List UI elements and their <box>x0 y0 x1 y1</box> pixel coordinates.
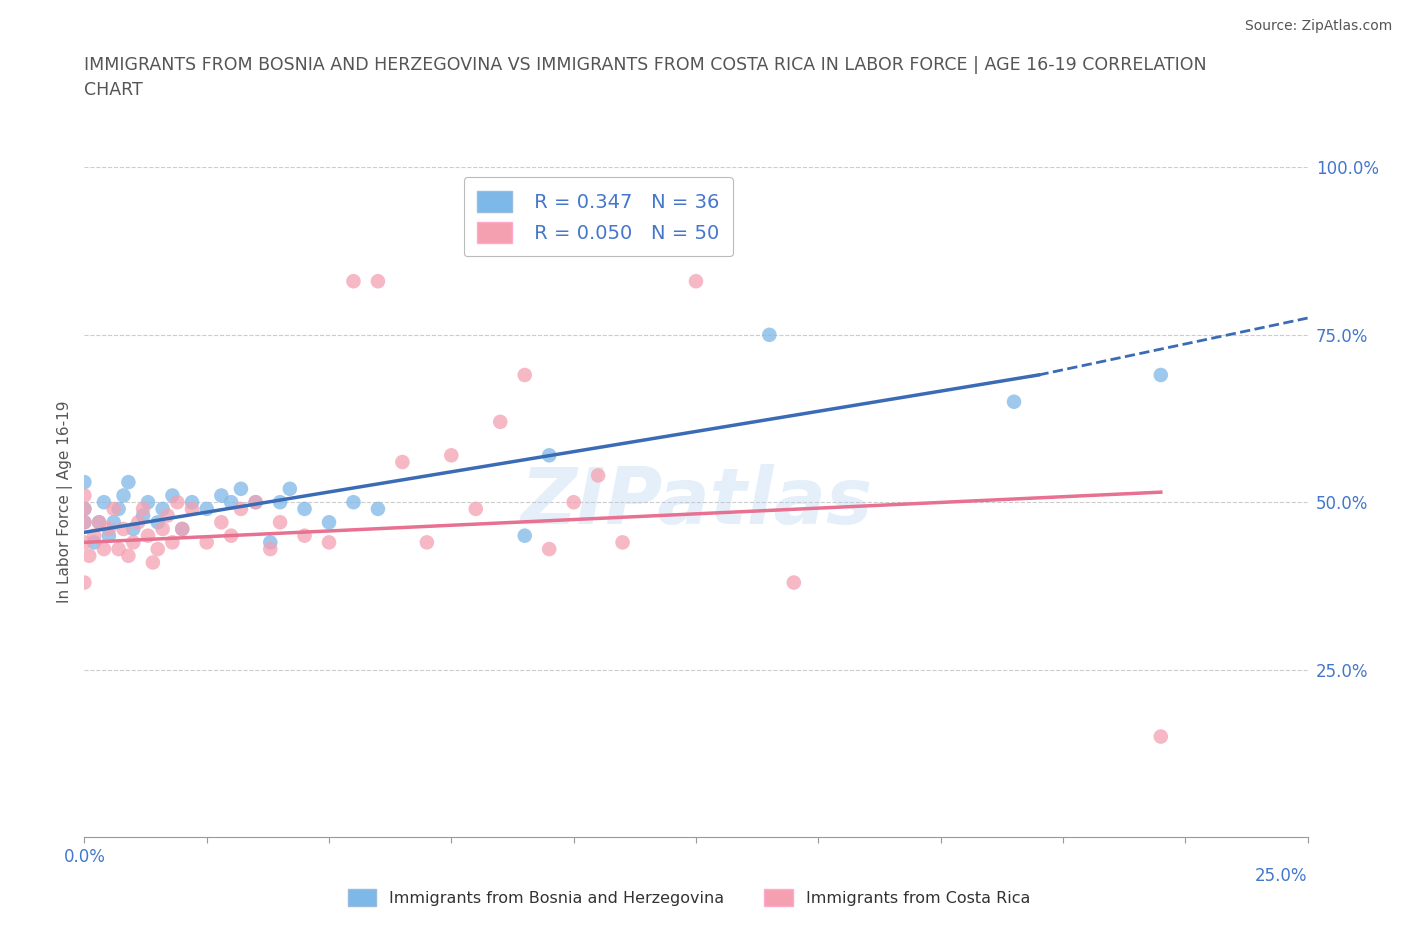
Point <box>152 522 174 537</box>
Legend:  R = 0.347   N = 36,  R = 0.050   N = 50: R = 0.347 N = 36, R = 0.050 N = 50 <box>464 177 733 257</box>
Y-axis label: In Labor Force | Age 16-19: In Labor Force | Age 16-19 <box>58 401 73 604</box>
Point <box>136 495 159 510</box>
Point <box>107 541 129 556</box>
Point <box>73 515 96 530</box>
Point <box>209 488 232 503</box>
Point <box>219 528 242 543</box>
Text: ZIPatlas: ZIPatlas <box>520 464 872 540</box>
Point <box>513 367 536 382</box>
Point <box>73 535 96 550</box>
Point <box>122 535 145 550</box>
Point <box>245 495 267 510</box>
Point <box>142 555 165 570</box>
Point <box>97 522 120 537</box>
Point <box>1002 394 1025 409</box>
Text: 25.0%: 25.0% <box>1256 867 1308 885</box>
Point <box>294 501 316 516</box>
Point <box>489 415 512 430</box>
Point <box>416 535 439 550</box>
Point <box>107 501 129 516</box>
Point <box>685 273 707 288</box>
Point <box>162 488 184 503</box>
Point <box>229 482 252 497</box>
Point <box>195 535 218 550</box>
Point <box>367 501 389 516</box>
Point <box>112 488 135 503</box>
Point <box>103 515 125 530</box>
Point <box>146 541 169 556</box>
Point <box>318 535 340 550</box>
Text: Source: ZipAtlas.com: Source: ZipAtlas.com <box>1244 19 1392 33</box>
Point <box>87 515 110 530</box>
Point <box>513 528 536 543</box>
Point <box>181 501 204 516</box>
Point <box>112 522 135 537</box>
Point <box>181 495 204 510</box>
Point <box>612 535 634 550</box>
Point <box>83 535 105 550</box>
Point <box>342 495 364 510</box>
Point <box>93 541 115 556</box>
Point <box>318 515 340 530</box>
Point <box>77 549 100 564</box>
Point <box>367 273 389 288</box>
Point <box>166 495 188 510</box>
Point <box>127 515 149 530</box>
Point <box>73 515 96 530</box>
Point <box>342 273 364 288</box>
Point <box>440 448 463 463</box>
Point <box>1150 729 1173 744</box>
Point <box>117 549 139 564</box>
Point <box>219 495 242 510</box>
Point <box>136 528 159 543</box>
Point <box>83 528 105 543</box>
Point <box>152 501 174 516</box>
Point <box>294 528 316 543</box>
Point <box>259 541 281 556</box>
Point <box>758 327 780 342</box>
Point <box>122 522 145 537</box>
Point <box>562 495 585 510</box>
Point <box>97 528 120 543</box>
Point <box>391 455 413 470</box>
Point <box>156 508 179 523</box>
Text: IMMIGRANTS FROM BOSNIA AND HERZEGOVINA VS IMMIGRANTS FROM COSTA RICA IN LABOR FO: IMMIGRANTS FROM BOSNIA AND HERZEGOVINA V… <box>84 56 1206 99</box>
Point <box>1150 367 1173 382</box>
Point <box>73 575 96 590</box>
Point <box>162 535 184 550</box>
Point <box>464 501 486 516</box>
Point <box>269 515 291 530</box>
Point <box>269 495 291 510</box>
Point <box>209 515 232 530</box>
Point <box>538 448 561 463</box>
Legend: Immigrants from Bosnia and Herzegovina, Immigrants from Costa Rica: Immigrants from Bosnia and Herzegovina, … <box>342 883 1036 912</box>
Point <box>93 495 115 510</box>
Point <box>783 575 806 590</box>
Point <box>132 501 155 516</box>
Point <box>229 501 252 516</box>
Point <box>132 508 155 523</box>
Point <box>73 501 96 516</box>
Point <box>259 535 281 550</box>
Point <box>245 495 267 510</box>
Point <box>73 488 96 503</box>
Point <box>172 522 194 537</box>
Point <box>103 501 125 516</box>
Point <box>73 474 96 489</box>
Point <box>146 515 169 530</box>
Point <box>87 515 110 530</box>
Point <box>172 522 194 537</box>
Point <box>117 474 139 489</box>
Point <box>278 482 301 497</box>
Point <box>538 541 561 556</box>
Point <box>195 501 218 516</box>
Point <box>73 501 96 516</box>
Point <box>586 468 609 483</box>
